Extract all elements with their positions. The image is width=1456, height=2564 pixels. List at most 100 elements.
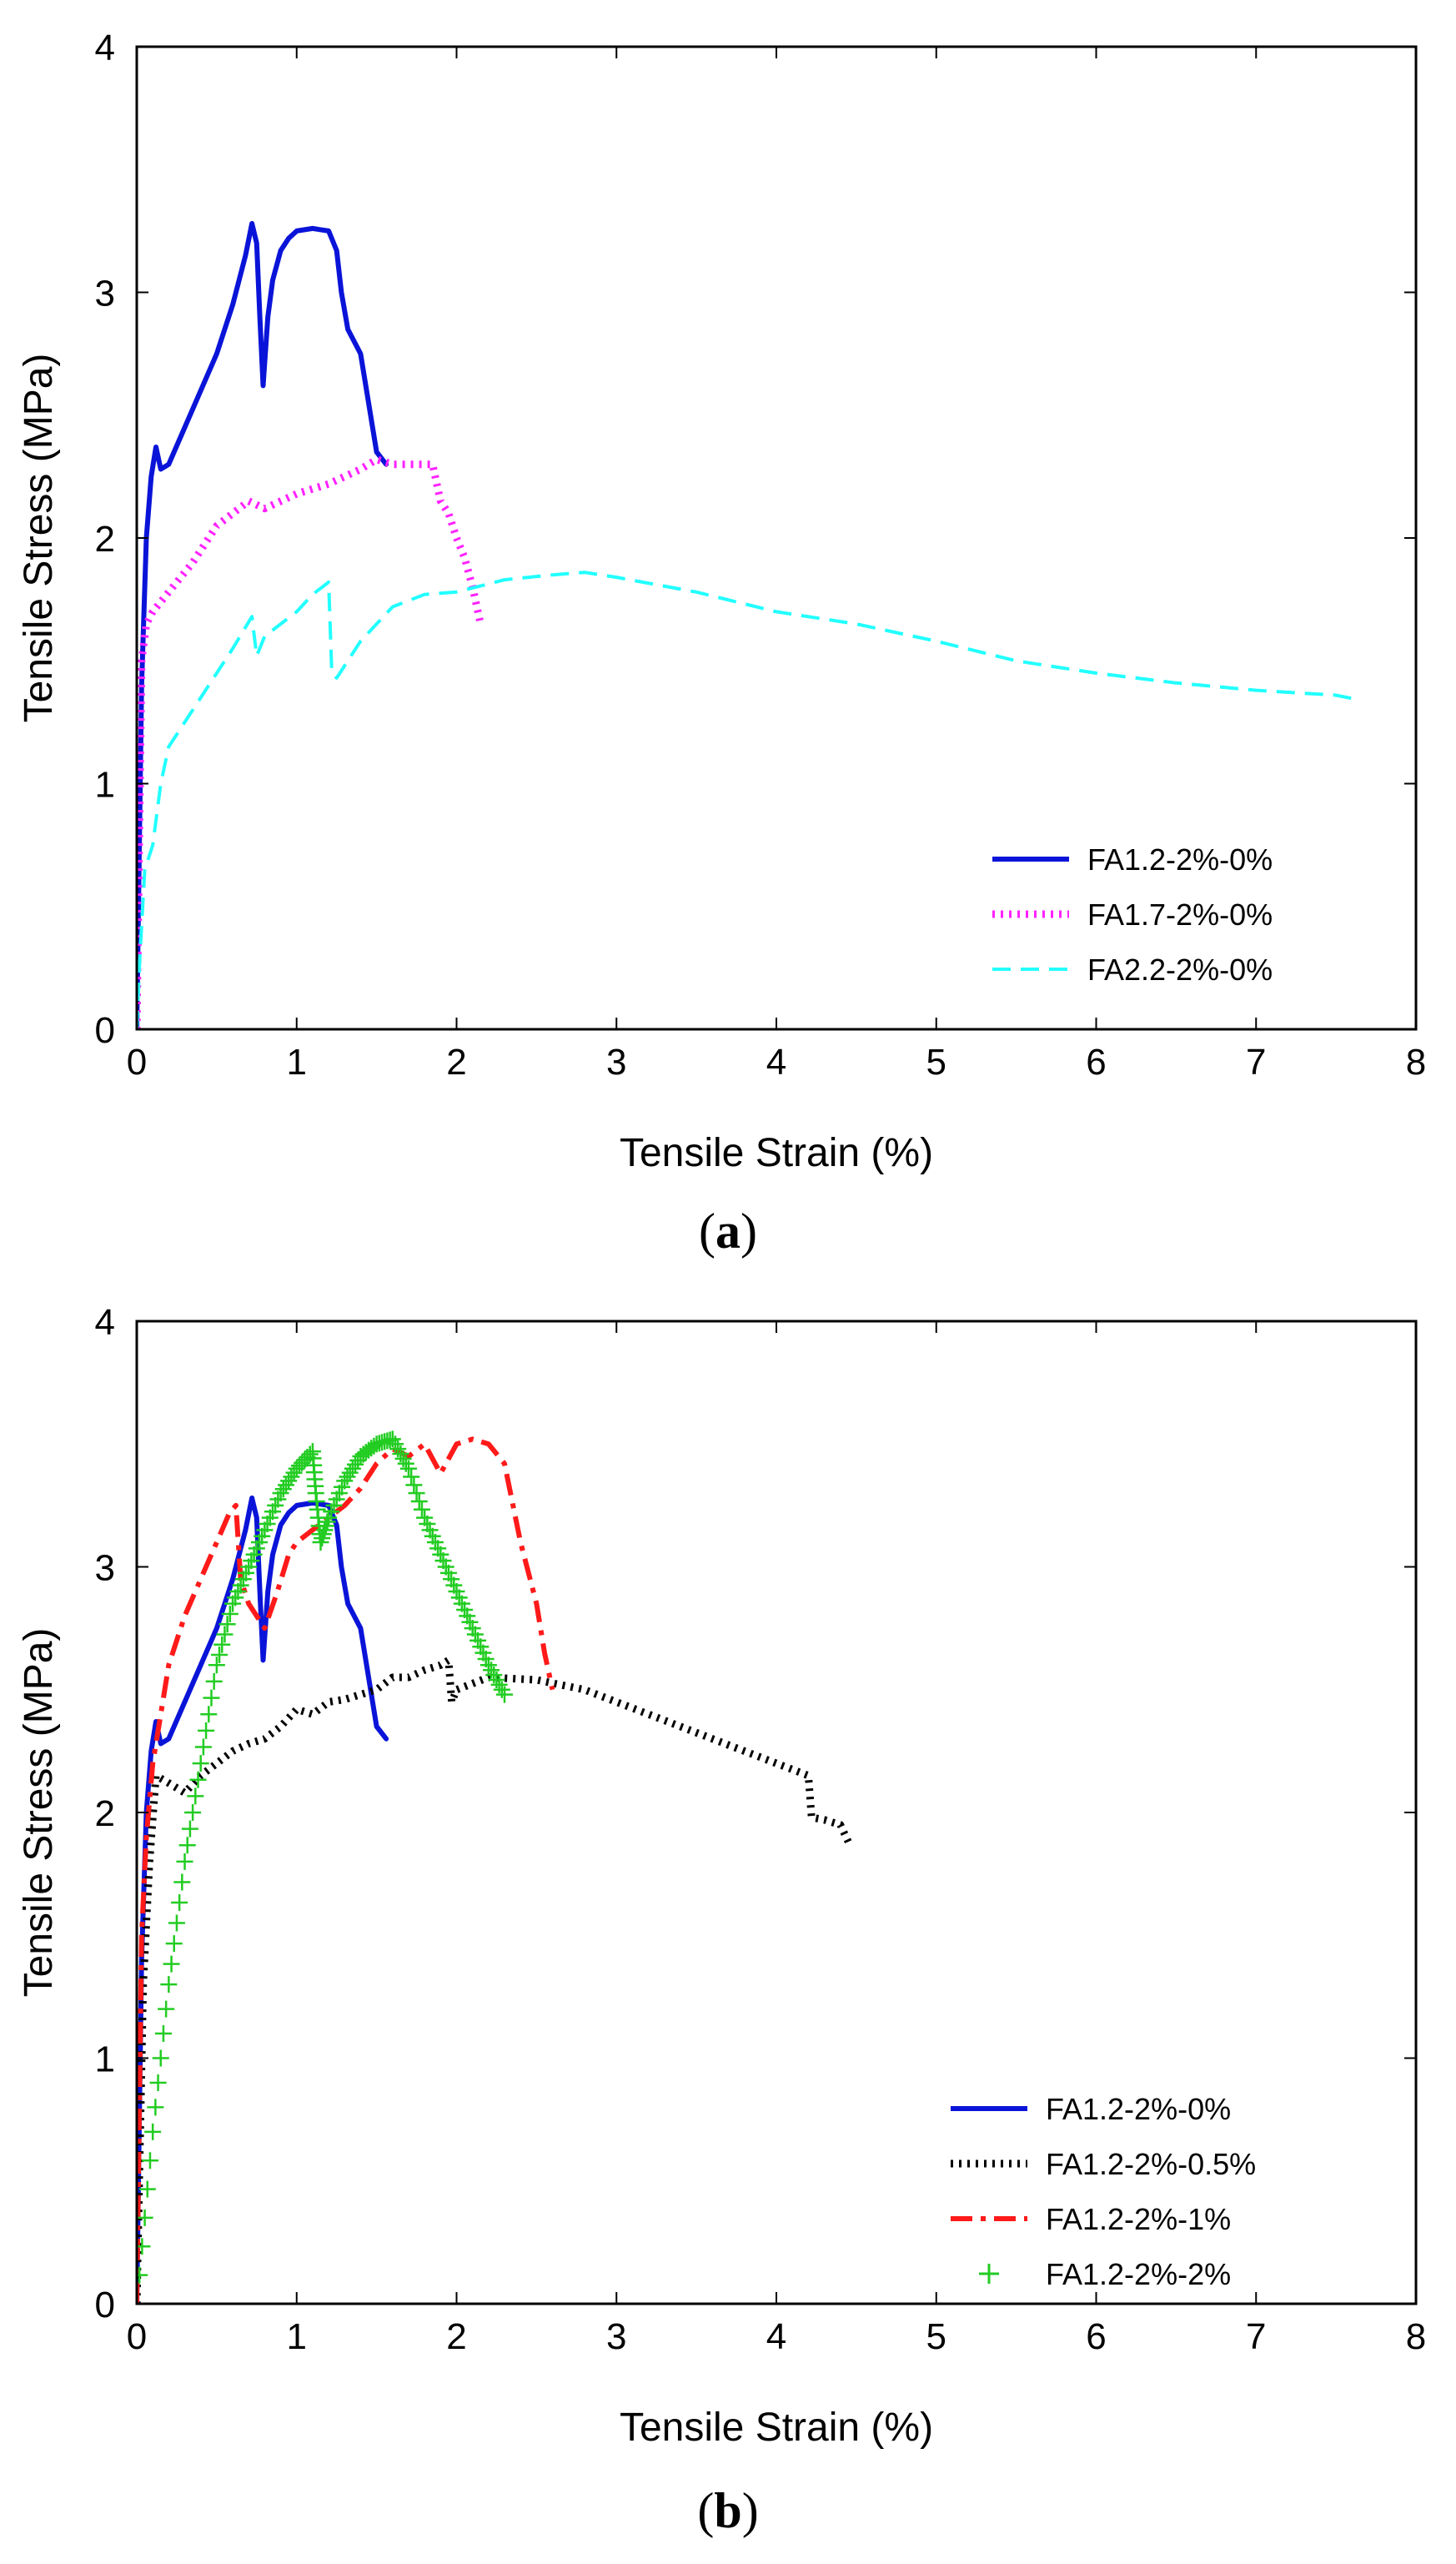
x-tick-label: 0: [127, 1042, 147, 1083]
panel-b-y-axis-label: Tensile Stress (MPa): [17, 1628, 61, 1998]
data-point-marker: [198, 1722, 215, 1739]
x-tick-label: 7: [1246, 1042, 1266, 1083]
data-point-marker: [138, 2180, 156, 2198]
x-tick-label: 6: [1086, 1042, 1106, 1083]
panel-b-caption-letter: b: [714, 2483, 741, 2538]
panel-b-x-axis-label: Tensile Strain (%): [620, 2406, 933, 2450]
legend-label: FA2.2-2%-0%: [1087, 953, 1273, 987]
x-tick-label: 2: [446, 1042, 466, 1083]
y-tick-label: 0: [95, 1010, 115, 1051]
x-tick-label: 0: [127, 2316, 147, 2357]
legend-entry: FA1.2-2%-0.5%: [951, 2147, 1256, 2181]
data-point-marker: [205, 1672, 223, 1690]
data-point-marker: [208, 1657, 225, 1674]
panel-a-tick-layer: 0 1 2 3 4 5 6 7 8 0 1 2 3 4: [95, 28, 1427, 1083]
panel-a-legend: FA1.2-2%-0% FA1.7-2%-0% FA2.2-2%-0%: [992, 842, 1273, 987]
data-point-marker: [184, 1804, 202, 1821]
y-tick-label: 4: [95, 28, 115, 68]
legend-label: FA1.2-2%-0%: [1046, 2092, 1231, 2126]
data-point-marker: [152, 2049, 169, 2067]
y-tick-label: 3: [95, 1548, 115, 1589]
legend-label: FA1.2-2%-0%: [1087, 842, 1273, 877]
series-fa1-2-2-2: [137, 1430, 514, 2304]
data-point-marker: [168, 1914, 185, 1932]
data-point-marker: [301, 1445, 319, 1463]
chart-panel-b: 0 1 2 3 4 5 6 7 8 0 1 2 3 4 Tensile Strain (%) Tensil…: [17, 1302, 1426, 2538]
y-tick-label: 2: [95, 1793, 115, 1834]
x-tick-label: 5: [926, 2316, 946, 2357]
data-point-marker: [163, 1955, 180, 1973]
data-point-marker: [410, 1492, 428, 1510]
panel-b-tick-layer: 0 1 2 3 4 5 6 7 8 0 1 2 3 4: [95, 1302, 1427, 2357]
data-point-marker: [216, 1626, 233, 1643]
data-point-marker: [405, 1476, 423, 1494]
data-point-marker: [158, 2000, 175, 2018]
data-point-marker: [218, 1616, 236, 1633]
x-tick-label: 1: [287, 1042, 307, 1083]
data-point-marker: [319, 1513, 336, 1531]
data-point-marker: [317, 1517, 334, 1535]
legend-label: FA1.2-2%-2%: [1046, 2257, 1231, 2291]
data-point-marker: [192, 1755, 209, 1772]
data-point-marker: [149, 2074, 167, 2091]
legend-entry: FA1.2-2%-0%: [951, 2092, 1231, 2126]
data-point-marker: [221, 1605, 238, 1622]
data-point-marker: [189, 1771, 207, 1788]
legend-label: FA1.7-2%-0%: [1087, 897, 1273, 932]
x-tick-label: 8: [1406, 1042, 1426, 1083]
data-point-marker: [314, 1526, 332, 1543]
panel-a-series-layer: [137, 221, 1361, 1029]
legend-label: FA1.2-2%-0.5%: [1046, 2147, 1256, 2181]
data-point-marker: [137, 2209, 153, 2226]
legend-entry: FA2.2-2%-0%: [992, 953, 1273, 987]
data-point-marker: [154, 2025, 172, 2043]
series-line-fa1-2-2-1: [137, 1436, 555, 2304]
chart-panel-a: 0 1 2 3 4 5 6 7 8 0 1 2 3 4 Tensile Strain (%) Tensil…: [17, 28, 1426, 1259]
legend-entry: FA1.7-2%-0%: [992, 897, 1273, 932]
series-line-fa1-2-2-0: [137, 221, 389, 1029]
data-point-marker: [176, 1853, 193, 1870]
y-tick-label: 1: [95, 2039, 115, 2080]
y-tick-label: 1: [95, 765, 115, 806]
data-point-marker: [147, 2099, 164, 2116]
data-point-marker: [187, 1787, 204, 1805]
data-point-marker: [399, 1460, 417, 1477]
x-tick-label: 5: [926, 1042, 946, 1083]
x-tick-label: 1: [287, 2316, 307, 2357]
series-line-fa1-2-2-0: [137, 1496, 389, 2304]
data-point-marker: [194, 1738, 212, 1756]
y-tick-label: 4: [95, 1302, 115, 1343]
data-point-marker: [413, 1501, 430, 1518]
data-point-marker: [144, 2123, 162, 2140]
data-point-marker: [181, 1820, 198, 1838]
data-point-marker: [200, 1706, 218, 1723]
legend-entry: FA1.2-2%-2%: [979, 2257, 1231, 2291]
data-point-marker: [137, 2238, 151, 2255]
panel-b-caption: (b): [697, 2483, 758, 2538]
x-tick-label: 4: [766, 1042, 786, 1083]
x-tick-label: 3: [606, 1042, 626, 1083]
data-point-marker: [312, 1534, 329, 1551]
data-point-marker: [496, 1686, 514, 1703]
data-point-marker: [141, 2152, 158, 2169]
data-point-marker: [178, 1837, 196, 1854]
panel-a-caption: (a): [699, 1204, 757, 1259]
x-tick-label: 6: [1086, 2316, 1106, 2357]
panel-b-series-layer: [137, 1430, 852, 2304]
panel-a-plot-frame: [135, 45, 1418, 1031]
y-tick-label: 2: [95, 519, 115, 560]
legend-entry: FA1.2-2%-0%: [992, 842, 1273, 877]
panel-b-legend: FA1.2-2%-0% FA1.2-2%-0.5% FA1.2-2%-1% FA1.2…: [951, 2092, 1256, 2291]
legend-label: FA1.2-2%-1%: [1046, 2202, 1231, 2236]
legend-swatch: [979, 2264, 999, 2284]
data-point-marker: [314, 1530, 331, 1547]
data-point-marker: [316, 1521, 334, 1539]
series-line-fa2-2-2-0: [137, 571, 1361, 1029]
legend-entry: FA1.2-2%-1%: [951, 2202, 1231, 2236]
x-tick-label: 8: [1406, 2316, 1426, 2357]
y-tick-label: 0: [95, 2285, 115, 2325]
data-point-marker: [173, 1873, 191, 1891]
data-point-marker: [165, 1935, 183, 1953]
data-point-marker: [171, 1893, 188, 1911]
